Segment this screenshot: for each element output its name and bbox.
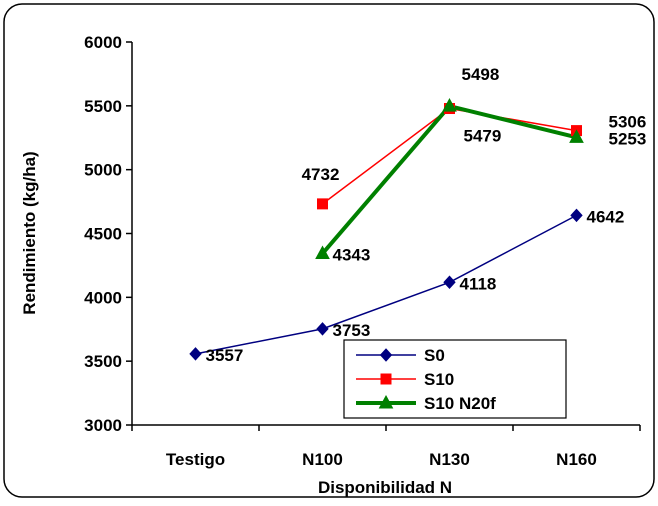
y-tick-label: 4500 [84,225,122,244]
y-tick-label: 5000 [84,161,122,180]
y-axis-title: Rendimiento (kg/ha) [20,151,39,314]
data-label: 4343 [333,246,371,265]
legend-swatch-marker [380,373,392,385]
x-tick-label: N130 [429,450,470,469]
x-tick-label: Testigo [166,450,225,469]
y-tick-label: 4000 [84,288,122,307]
legend-swatch-marker [378,394,394,409]
y-tick-label: 3000 [84,416,122,435]
data-point-s10-n20f [442,98,457,112]
y-tick-label: 3500 [84,352,122,371]
data-label: 3557 [206,346,244,365]
data-point-s0 [570,208,583,223]
data-point-s10-n20f [315,245,330,260]
data-point-s0 [316,322,329,336]
data-label: 5498 [462,65,500,84]
data-point-s0 [189,347,202,361]
legend-label: S10 [424,370,454,389]
legend-swatch-marker [379,348,393,362]
data-label: 4642 [587,207,625,226]
data-label: 5479 [464,127,502,146]
data-label: 3753 [333,321,371,340]
data-point-s10 [317,198,328,210]
series-line-s0 [195,214,577,355]
y-tick-label: 5500 [84,97,122,116]
x-tick-label: N100 [302,450,343,469]
y-tick-label: 6000 [84,33,122,52]
x-tick-label: N160 [556,450,597,469]
data-point-s0 [443,275,456,290]
legend-label: S0 [424,346,445,365]
data-label: 4118 [460,274,497,293]
data-point-s10-n20f [569,129,584,143]
data-label: 4732 [302,165,340,184]
legend-label: S10 N20f [424,394,496,413]
data-label: 5253 [609,129,647,148]
data-label: 5306 [609,113,647,132]
x-axis-title: Disponibilidad N [318,478,452,497]
